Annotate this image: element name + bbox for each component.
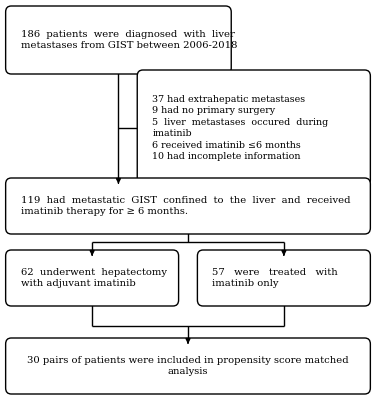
Text: 30 pairs of patients were included in propensity score matched
analysis: 30 pairs of patients were included in pr… <box>27 356 349 376</box>
FancyBboxPatch shape <box>6 6 231 74</box>
Text: 62  underwent  hepatectomy
with adjuvant imatinib: 62 underwent hepatectomy with adjuvant i… <box>21 268 167 288</box>
Text: 186  patients  were  diagnosed  with  liver
metastases from GIST between 2006-20: 186 patients were diagnosed with liver m… <box>21 30 237 50</box>
Text: 119  had  metastatic  GIST  confined  to  the  liver  and  received
imatinib the: 119 had metastatic GIST confined to the … <box>21 196 350 216</box>
FancyBboxPatch shape <box>6 178 370 234</box>
Text: 37 had extrahepatic metastases
9 had no primary surgery
5  liver  metastases  oc: 37 had extrahepatic metastases 9 had no … <box>152 95 329 161</box>
FancyBboxPatch shape <box>197 250 370 306</box>
FancyBboxPatch shape <box>6 250 179 306</box>
FancyBboxPatch shape <box>6 338 370 394</box>
Text: 57   were   treated   with
imatinib only: 57 were treated with imatinib only <box>212 268 338 288</box>
FancyBboxPatch shape <box>137 70 370 186</box>
